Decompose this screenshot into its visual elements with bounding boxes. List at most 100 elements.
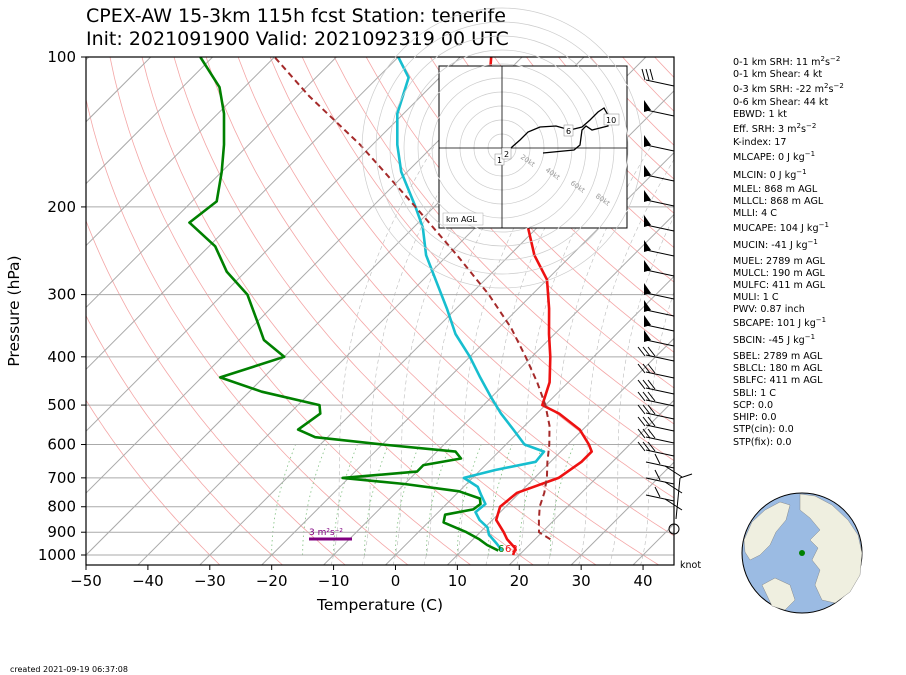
y-tick-label: 400 [47,348,76,366]
index-text: MLEL: 868 m AGL [733,184,818,195]
index-line: 0-6 km Shear: 44 kt [733,97,828,109]
barb-feather [654,486,661,498]
barb-feather [647,404,656,415]
wind-barb [637,428,675,444]
index-text: MULCL: 190 m AGL [733,268,825,279]
barb-feather [642,391,651,402]
wind-barb [644,315,675,332]
isotherm [508,399,674,565]
barb-shaft [645,249,675,257]
barb-feather [637,346,646,357]
x-tick-label: −30 [194,572,226,590]
barb-pennant [644,190,651,202]
wind-barb [641,68,675,87]
index-line: MLEL: 868 m AGL [733,184,817,196]
x-tick-label: 40 [634,572,653,590]
knot-label: knot [680,560,702,571]
x-tick-label: −40 [132,572,164,590]
index-tail: s [801,124,806,135]
index-text: SHIP: 0.0 [733,412,777,423]
x-tick-label: 30 [572,572,591,590]
svg-text:km AGL: km AGL [446,215,478,224]
wind-barb [644,215,675,232]
index-line: MULI: 1 C [733,292,779,304]
index-line: SBLI: 1 C [733,388,776,400]
hodo-label-6: 6 [563,124,574,137]
index-line: SBCIN: -45 J kg−1 [733,333,815,347]
index-sup: 2 [796,121,801,130]
barb-shaft [645,109,675,117]
hodo-label-2: 2 [501,147,512,160]
index-line: Eff. SRH: 3 m2s−2 [733,121,817,136]
barb-feather [647,363,656,374]
barb-feather [637,416,646,427]
y-tick-label: 500 [47,396,76,414]
globe-land-south-america [761,577,796,611]
index-text: MULFC: 411 m AGL [733,280,826,291]
index-text: MLLI: 4 C [733,208,777,219]
index-text: MUCAPE: 104 J kg [733,223,819,234]
isotherm [322,213,674,565]
barb-feather [649,68,654,81]
dry-adiabat [333,57,674,425]
index-text: EBWD: 1 kt [733,109,787,120]
barb-shaft [645,309,675,317]
isotherm [570,461,674,565]
dry-adiabat [365,57,674,389]
y-tick-label: 800 [47,498,76,516]
wind-barb [644,165,675,182]
index-line: MLCAPE: 0 J kg−1 [733,150,815,164]
index-line: EBWD: 1 kt [733,109,787,121]
barb-shaft [645,79,675,87]
index-sup: −1 [807,237,818,246]
hodo-label-10: 10 [603,113,620,126]
barb-shaft [645,412,675,420]
index-text: MLLCL: 868 m AGL [733,196,824,207]
dry-adiabat [141,57,535,565]
globe-inset [741,492,863,614]
mixing-ratio-line [487,444,513,556]
barb-shaft [645,424,675,432]
barb-shaft [645,494,675,502]
barb-feather [637,379,646,390]
index-line: PWV: 0.87 inch [733,304,805,316]
barb-feather [642,428,651,439]
barb-feather [637,428,646,439]
barb-feather [642,404,651,415]
chart-title-line1: CPEX-AW 15-3km 115h fcst Station: teneri… [86,5,506,27]
svg-text:10: 10 [606,116,616,125]
mixing-ratio-line [426,444,451,556]
barb-pennant [644,215,651,227]
station-marker [799,550,805,556]
barb-shaft [645,399,675,407]
isotherm [86,57,275,247]
wind-barb [637,379,675,395]
index-text: K-index: 17 [733,137,787,148]
y-tick-label: 900 [47,523,76,541]
index-line: STP(cin): 0.0 [733,424,794,436]
mixing-ratio-line [518,444,544,555]
isotherm [86,57,523,494]
moist-adiabat [640,290,674,565]
created-timestamp: created 2021-09-19 06:37:08 [10,665,128,674]
index-sup2: −2 [806,121,817,130]
isotherm [446,337,674,565]
wind-barb [637,346,675,362]
hodograph-ring [361,7,643,289]
index-sup2: −2 [833,81,844,90]
barb-shaft [645,292,675,300]
y-tick-label: 700 [47,469,76,487]
barb-feather [637,404,646,415]
dry-adiabat [86,399,221,565]
barb-feather [647,428,656,439]
index-line: MUCAPE: 104 J kg−1 [733,221,829,235]
dry-adiabat [301,57,674,462]
hodograph-inset: 20kt 40kt 60kt 80kt 1 2 6 10 km AGL [361,7,643,289]
index-text: STP(fix): 0.0 [733,437,792,448]
wind-barb [637,363,675,379]
surface-temp-label: 63 [505,544,518,555]
wind-barb [644,300,675,317]
y-tick-label: 200 [47,198,76,216]
index-text: MUCIN: -41 J kg [733,240,808,251]
index-line: MULFC: 411 m AGL [733,280,825,292]
